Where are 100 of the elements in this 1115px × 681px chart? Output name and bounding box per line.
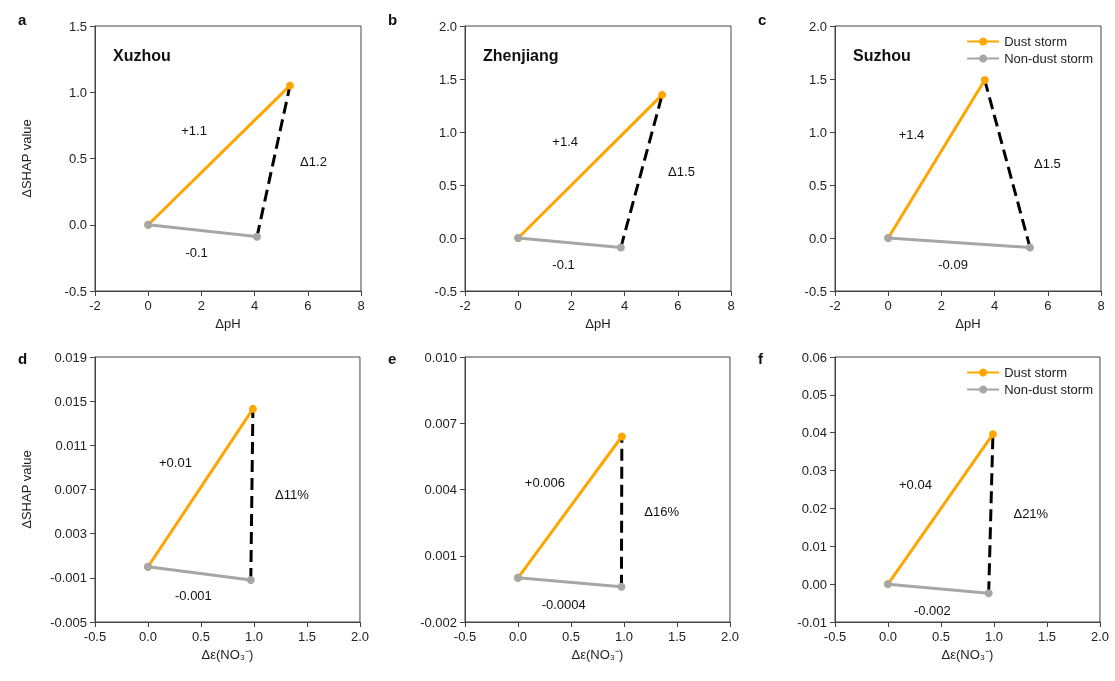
annotation: -0.001 <box>174 587 212 603</box>
x-tick-label: 4 <box>620 298 629 313</box>
x-tick-label: 6 <box>304 298 312 313</box>
x-tick-label: 2.0 <box>1090 629 1109 644</box>
annotation: Δ21% <box>1013 506 1049 522</box>
y-tick-label: -0.001 <box>50 570 87 586</box>
x-tick-label: 2 <box>567 298 576 313</box>
x-tick-label: 1.5 <box>297 629 317 644</box>
y-tick-label: -0.005 <box>50 614 87 630</box>
x-axis-title: ΔpH <box>215 315 241 331</box>
x-tick-label: 1.5 <box>1037 629 1057 644</box>
x-tick-label: 2 <box>937 298 946 313</box>
y-tick-label: 1.0 <box>68 84 87 100</box>
point <box>248 404 257 413</box>
annotation: -0.002 <box>913 603 951 619</box>
annotation: Δ1.5 <box>1033 156 1061 172</box>
y-axis-title: ΔSHAP value <box>19 450 34 529</box>
x-tick-label: 2.0 <box>720 629 739 644</box>
y-tick-label: 0.010 <box>424 349 457 365</box>
text: b <box>388 11 398 28</box>
y-tick-label: 1.0 <box>808 124 827 140</box>
y-tick-label: 0.5 <box>68 151 87 166</box>
y-tick-label: 0.007 <box>54 482 87 497</box>
x-tick-label: -2 <box>459 298 471 313</box>
annotation: +1.4 <box>552 133 578 149</box>
x-axis-title: ΔpH <box>585 315 611 331</box>
x-tick-label: -2 <box>89 298 101 313</box>
x-tick-label: 1.0 <box>984 629 1004 644</box>
x-tick-label: 0 <box>884 298 892 313</box>
x-tick-label: 0 <box>144 298 152 313</box>
x-tick-label: 2 <box>197 298 206 313</box>
x-tick-label: 0.5 <box>931 629 951 644</box>
y-tick-label: 1.5 <box>68 18 87 34</box>
y-tick-label: 0.011 <box>55 437 87 453</box>
x-tick-label: -0.5 <box>83 629 107 644</box>
y-tick-label: 0.06 <box>801 349 827 365</box>
x-tick-label: -0.5 <box>823 629 847 644</box>
x-axis-title: Δε(NO₃⁻) <box>571 646 624 662</box>
annotation: +1.1 <box>181 122 207 138</box>
y-tick-label: 0.5 <box>438 177 457 193</box>
y-tick-label: 1.5 <box>438 71 457 87</box>
x-tick-label: 1.5 <box>667 629 687 644</box>
legend-label: Dust storm <box>1004 365 1067 380</box>
y-tick-label: 0.007 <box>424 415 457 431</box>
point <box>285 81 294 90</box>
y-tick-label: 0.00 <box>801 576 827 592</box>
y-tick-label: 0.0 <box>438 230 457 246</box>
x-tick-label: 4 <box>990 298 999 313</box>
annotation: +0.01 <box>159 455 192 471</box>
y-tick-label: -0.5 <box>64 283 87 299</box>
y-tick-label: 2.0 <box>438 18 457 34</box>
x-axis-title: Δε(NO₃⁻) <box>201 646 254 662</box>
point <box>988 430 997 439</box>
x-tick-label: 4 <box>250 298 259 313</box>
y-tick-label: 1.5 <box>808 71 827 87</box>
annotation: Δ1.5 <box>668 163 695 179</box>
y-tick-label: 0.019 <box>54 349 87 365</box>
x-tick-label: 0.5 <box>561 629 581 644</box>
annotation: -0.1 <box>185 245 208 261</box>
annotation: -0.1 <box>552 257 575 273</box>
text: e <box>388 350 397 367</box>
x-tick-label: 1.0 <box>244 629 264 644</box>
y-tick-label: -0.002 <box>420 614 457 630</box>
x-axis-title: ΔpH <box>955 315 981 331</box>
point <box>246 576 255 585</box>
point <box>253 232 261 241</box>
x-tick-label: -0.5 <box>453 629 477 644</box>
x-tick-label: 6 <box>1044 298 1052 313</box>
y-tick-label: 0.04 <box>801 425 827 441</box>
text: Zhenjiang <box>483 46 559 64</box>
point <box>617 582 626 591</box>
x-tick-label: 8 <box>357 298 365 313</box>
x-tick-label: 0.0 <box>138 629 158 644</box>
annotation: Δ16% <box>644 504 680 520</box>
annotation: +1.4 <box>898 126 925 142</box>
y-tick-label: 0.03 <box>801 463 827 479</box>
y-tick-label: 0.0 <box>68 217 87 233</box>
point <box>616 243 625 252</box>
y-tick-label: 1.0 <box>438 124 457 140</box>
point <box>617 432 626 441</box>
text: d <box>18 350 28 367</box>
annotation: -0.09 <box>938 257 968 273</box>
y-tick-label: 0.5 <box>808 177 827 193</box>
x-tick-label: 0.0 <box>508 629 528 644</box>
y-axis-title: ΔSHAP value <box>19 119 34 198</box>
text: Suzhou <box>853 46 911 64</box>
text: f <box>758 350 764 367</box>
x-tick-label: 8 <box>1097 298 1105 313</box>
y-tick-label: 0.02 <box>801 500 827 516</box>
y-tick-label: 0.004 <box>424 482 457 497</box>
y-tick-label: 0.01 <box>801 538 827 554</box>
point <box>980 76 989 85</box>
y-tick-label: -0.5 <box>804 283 827 299</box>
annotation: Δ11% <box>274 486 310 502</box>
y-tick-label: 0.001 <box>424 548 457 564</box>
y-tick-label: 0.015 <box>54 393 87 409</box>
x-tick-label: 0.0 <box>878 629 898 644</box>
point <box>658 90 667 99</box>
annotation: -0.0004 <box>541 596 586 612</box>
y-tick-label: 0.003 <box>54 526 87 542</box>
